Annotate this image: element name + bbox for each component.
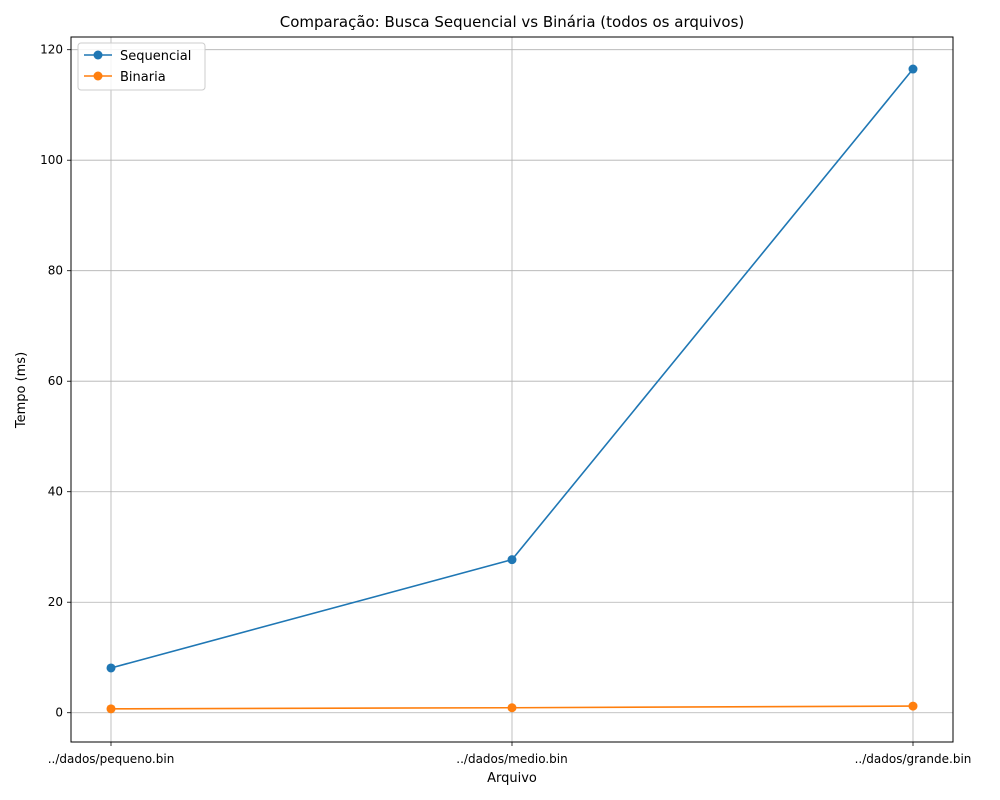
- legend-marker: [93, 50, 103, 60]
- y-tick-label: 100: [40, 153, 63, 167]
- y-tick-label: 40: [48, 485, 63, 499]
- x-tick-label: ../dados/pequeno.bin: [48, 752, 175, 766]
- series-layer: [106, 64, 918, 714]
- x-tick-label: ../dados/medio.bin: [456, 752, 567, 766]
- grid-lines: [71, 37, 953, 742]
- data-point: [507, 703, 517, 713]
- y-tick-label: 80: [48, 264, 63, 278]
- x-axis-ticks: ../dados/pequeno.bin ../dados/medio.bin..…: [48, 742, 972, 766]
- chart-title: Comparação: Busca Sequencial vs Binária …: [280, 13, 745, 31]
- y-tick-label: 120: [40, 43, 63, 57]
- data-point: [106, 663, 116, 673]
- legend-label: Sequencial: [120, 49, 191, 64]
- y-tick-label: 60: [48, 374, 63, 388]
- y-tick-label: 20: [48, 595, 63, 609]
- data-point: [908, 64, 918, 74]
- y-axis-label: Tempo (ms): [14, 352, 29, 429]
- series-sequencial: [106, 64, 918, 673]
- data-point: [106, 704, 116, 714]
- x-tick-label: ../dados/grande.bin: [855, 752, 972, 766]
- x-axis-label: Arquivo: [487, 771, 537, 786]
- y-axis-ticks: 0 20 40 60 80 100 120: [40, 43, 71, 720]
- data-point: [507, 555, 517, 565]
- legend-label: Binaria: [120, 70, 166, 85]
- series-binaria: [106, 701, 918, 714]
- legend: Sequencial Binaria: [77, 42, 206, 91]
- legend-marker: [93, 71, 103, 81]
- y-tick-label: 0: [55, 706, 63, 720]
- data-point: [908, 701, 918, 711]
